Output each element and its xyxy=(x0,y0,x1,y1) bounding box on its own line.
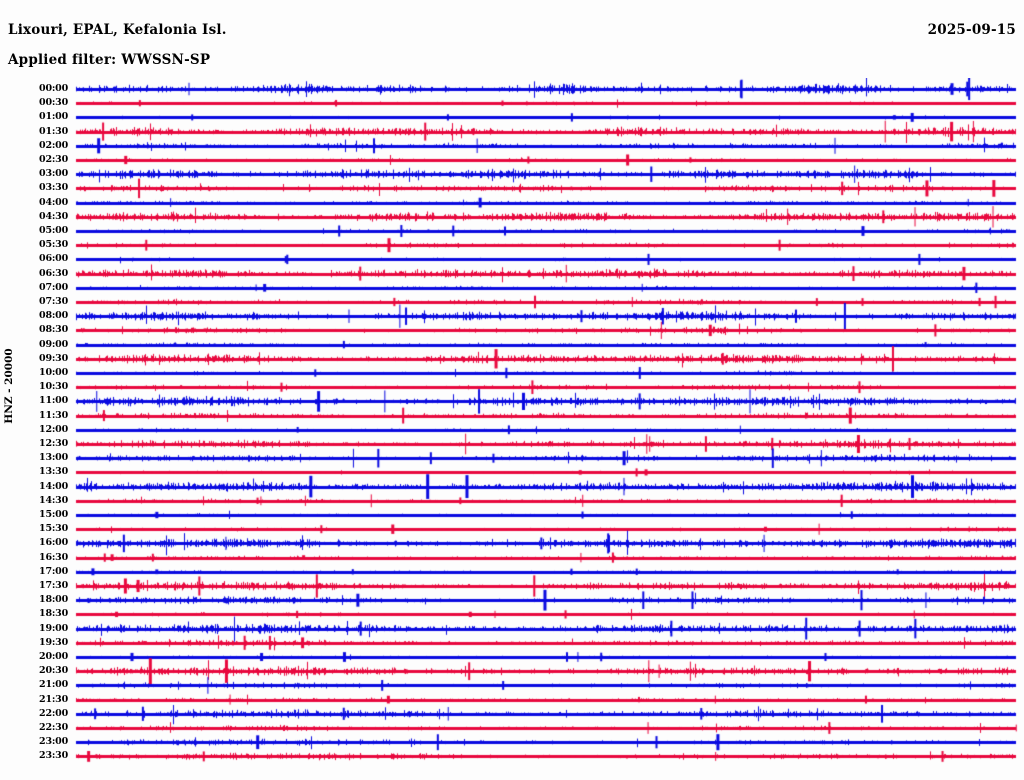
time-tick-label: 22:00 xyxy=(39,707,68,719)
time-tick-label: 05:00 xyxy=(39,225,68,236)
time-tick-label: 12:00 xyxy=(39,423,68,435)
applied-filter-label: Applied filter: WWSSN-SP xyxy=(8,52,211,68)
time-tick-label: 23:00 xyxy=(39,736,68,748)
time-tick-label: 02:30 xyxy=(39,154,68,165)
time-tick-label: 08:00 xyxy=(39,310,68,322)
time-tick-label: 07:30 xyxy=(39,296,68,307)
time-tick-label: 17:00 xyxy=(39,565,68,577)
time-tick-label: 17:30 xyxy=(39,580,68,591)
time-tick-label: 13:30 xyxy=(39,466,68,478)
time-tick-label: 20:00 xyxy=(39,651,68,662)
trace-plot-area: 00:00 00:30 01:00 01:30 02:00 02:30 03:00 03:30… xyxy=(0,78,1024,778)
time-tick-label: 06:30 xyxy=(39,267,68,279)
time-tick-label: 19:30 xyxy=(39,636,68,648)
time-tick-label: 12:30 xyxy=(39,438,68,449)
time-tick-label: 03:00 xyxy=(39,168,68,180)
time-tick-label: 09:30 xyxy=(39,352,68,364)
time-tick-label: 14:30 xyxy=(39,494,68,506)
time-tick-label: 18:30 xyxy=(39,608,68,620)
time-tick-label: 15:00 xyxy=(39,509,68,520)
time-tick-label: 11:30 xyxy=(39,409,68,421)
time-tick-label: 05:30 xyxy=(39,239,68,251)
time-tick-label: 14:00 xyxy=(39,480,68,492)
time-tick-label: 18:00 xyxy=(39,594,68,606)
time-tick-label: 16:00 xyxy=(39,537,68,549)
time-tick-label: 15:30 xyxy=(39,523,68,535)
time-tick-label: 00:00 xyxy=(39,83,68,94)
time-tick-label: 21:30 xyxy=(39,693,68,705)
time-tick-label: 00:30 xyxy=(39,97,68,109)
time-tick-label: 21:00 xyxy=(39,679,68,691)
time-tick-label: 04:00 xyxy=(39,196,68,208)
time-tick-label: 23:30 xyxy=(39,750,68,762)
time-tick-label: 02:00 xyxy=(39,139,68,151)
page-title: Lixouri, EPAL, Kefalonia Isl. xyxy=(8,22,227,38)
time-tick-label: 11:00 xyxy=(39,395,68,407)
time-tick-label: 16:30 xyxy=(39,551,68,563)
time-tick-label: 01:00 xyxy=(39,111,68,123)
time-tick-label: 10:30 xyxy=(39,381,68,393)
record-date-label: 2025-09-15 xyxy=(927,22,1016,38)
time-tick-label: 13:00 xyxy=(39,452,68,464)
time-axis: 00:00 00:30 01:00 01:30 02:00 02:30 03:00 03:30… xyxy=(0,78,72,778)
time-tick-label: 08:30 xyxy=(39,324,68,336)
time-tick-label: 10:00 xyxy=(39,367,68,378)
time-tick-label: 09:00 xyxy=(39,338,68,350)
seismogram-traces-canvas xyxy=(0,78,1024,778)
time-tick-label: 19:00 xyxy=(39,622,68,634)
time-tick-label: 01:30 xyxy=(39,125,68,137)
time-tick-label: 07:00 xyxy=(39,281,68,293)
time-tick-label: 03:30 xyxy=(39,182,68,194)
time-tick-label: 22:30 xyxy=(39,722,68,733)
time-tick-label: 04:30 xyxy=(39,210,68,222)
time-tick-label: 06:00 xyxy=(39,253,68,265)
time-tick-label: 20:30 xyxy=(39,665,68,677)
